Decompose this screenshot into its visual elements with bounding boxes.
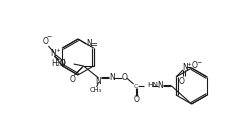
Text: CH₃: CH₃ — [90, 87, 102, 93]
Text: =: = — [90, 40, 97, 49]
Text: O: O — [122, 72, 127, 82]
Text: O: O — [42, 37, 48, 46]
Text: −: − — [196, 59, 202, 64]
Text: N: N — [110, 74, 115, 83]
Text: N: N — [182, 62, 188, 71]
Text: N: N — [86, 39, 92, 49]
Text: H₂N: H₂N — [51, 58, 66, 67]
Text: C: C — [133, 83, 138, 88]
Text: +: + — [187, 62, 191, 67]
Text: N: N — [158, 80, 163, 90]
Text: HN: HN — [148, 82, 159, 88]
Text: O: O — [134, 95, 139, 104]
Text: −: − — [47, 34, 52, 38]
Text: O: O — [192, 62, 198, 71]
Text: N: N — [51, 49, 56, 58]
Text: O: O — [70, 75, 76, 83]
Text: +: + — [55, 47, 60, 53]
Text: N: N — [96, 78, 102, 87]
Text: O: O — [60, 58, 65, 67]
Text: O: O — [179, 78, 185, 87]
